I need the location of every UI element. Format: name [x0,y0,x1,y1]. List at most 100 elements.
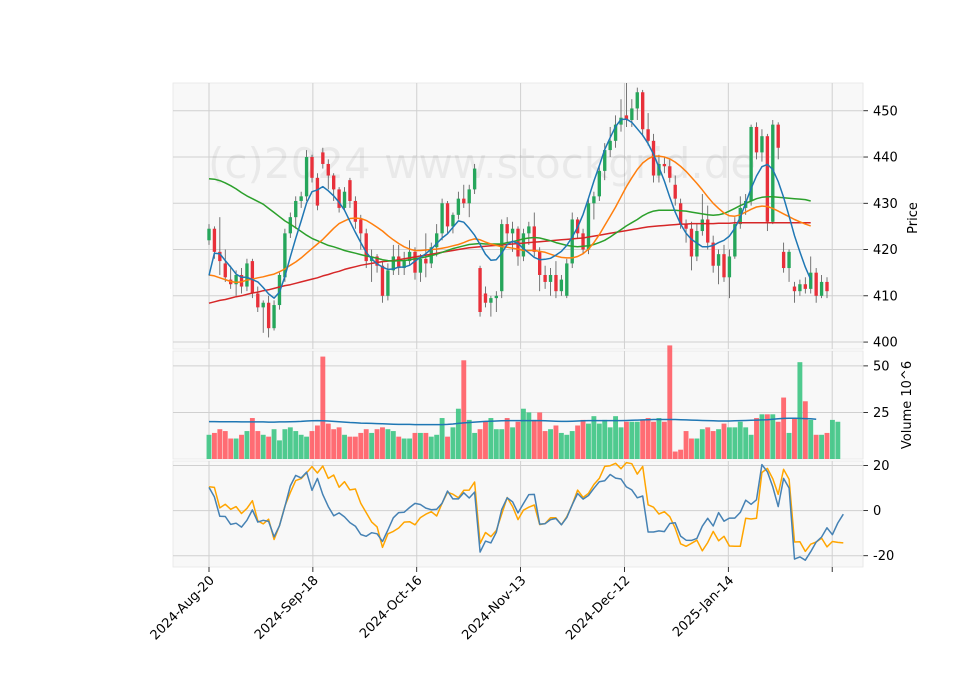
volume-bar [613,416,619,459]
price-ma-short-line [208,118,812,299]
candle-body [489,298,493,303]
candle-body [445,203,450,227]
volume-bar [699,429,705,459]
volume-bar [531,419,537,459]
volume-bar [781,397,787,459]
candle-body [418,258,423,273]
volume-bar [407,438,413,459]
volume-bar [233,438,239,459]
candle-body [776,124,780,148]
watermark: (c)2024 www.stockgrid.de [208,139,756,188]
volume-bar [439,418,445,459]
volume-bar [705,427,711,459]
oscillator-panel-background [172,460,864,568]
candle-body [792,286,797,292]
volume-bar [678,449,684,459]
price-y-tick-label: 420 [873,243,898,258]
volume-bar [759,414,765,459]
volume-bar [575,425,581,459]
volume-bar [629,421,635,459]
candle-body [733,224,737,257]
candle-body [543,274,547,282]
volume-bar [488,418,494,459]
volume-bar [824,432,830,459]
price-ma-mid-line [208,155,811,284]
candle-body [613,124,618,141]
candle-body [359,219,363,234]
candle-body [299,196,303,201]
axis-layer [208,83,868,572]
volume-bar [466,419,472,459]
volume-bar [347,436,353,459]
candle-body [353,200,358,222]
volume-bar [304,436,310,459]
candle-body [603,150,607,171]
candle-body [218,251,222,262]
volume-bar [461,360,467,459]
volume-bar [732,427,738,459]
x-tick-label: 2025-Jan-14 [670,573,737,640]
volume-y-tick-label: 25 [873,406,890,421]
volume-bar [564,434,570,459]
volume-bar [808,419,814,459]
volume-bar [829,419,835,459]
volume-bar [211,432,217,459]
price-y-tick-label: 400 [873,336,898,351]
volume-bar [266,436,272,459]
volume-bar [602,419,608,459]
candle-body [635,92,639,109]
volume-bar [667,345,673,459]
volume-bar [358,432,364,459]
volume-bar [558,432,564,459]
price-y-tick-label: 450 [873,104,898,119]
volume-bar [260,434,266,459]
x-tick-label: 2024-Sep-18 [252,573,322,643]
volume-bar [445,436,450,459]
volume-bar [586,423,591,459]
volume-bar [293,431,299,459]
candle-body [630,108,634,121]
price-y-tick-label: 440 [873,151,898,166]
volume-bar [515,421,521,459]
candle-body [803,284,807,289]
candle-body [722,254,726,278]
candle-body [787,251,791,269]
volume-bar [369,432,375,459]
volume-bar [380,427,385,459]
candle-body [516,228,520,257]
volume-bar [277,440,282,459]
volume-bar [423,432,429,459]
candle-body [467,189,471,204]
volume-bar [228,438,234,459]
volume-bar [672,451,678,459]
candle-body [597,170,601,197]
candle-body [657,163,661,176]
candle-body [500,224,504,292]
candle-body [256,293,260,308]
volume-bar [569,431,575,459]
candle-body [391,256,395,271]
x-tick-label: 2024-Oct-16 [357,573,425,641]
candle-body [662,163,667,167]
volume-bar [483,421,488,459]
volume-bar [217,429,223,459]
volume-bar [493,429,499,459]
candle-body [223,263,227,278]
volume-bar [748,434,754,459]
candle-body [239,274,244,287]
volume-bar [596,423,602,459]
oscillator-y-tick-label: -20 [873,549,894,564]
volume-bar [342,434,347,459]
candle-body [407,251,412,262]
volume-bar [683,431,689,459]
volume-bars [206,345,841,459]
volume-bar [477,429,483,459]
volume-bar [320,356,326,459]
candle-body [424,258,428,264]
price-axis-title: Price [906,202,921,234]
volume-bar [802,401,808,459]
volume-bar [374,429,380,459]
candle-body [532,226,536,252]
candle-body [521,233,526,257]
